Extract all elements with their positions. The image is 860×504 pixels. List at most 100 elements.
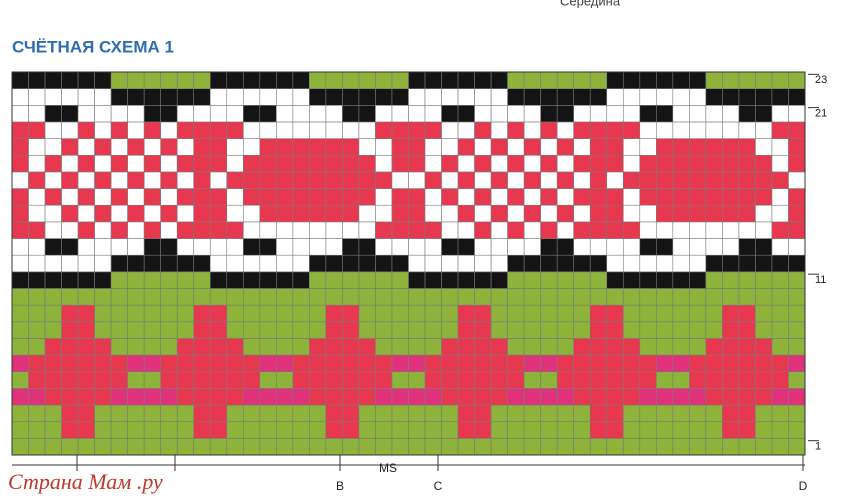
- stitch-cell: [209, 338, 228, 356]
- stitch-cell: [474, 188, 492, 206]
- stitch-cell: [209, 388, 228, 406]
- stitch-cell: [391, 321, 409, 339]
- stitch-cell: [755, 304, 773, 323]
- stitch-cell: [127, 154, 145, 173]
- stitch-cell: [771, 171, 789, 189]
- stitch-cell: [110, 288, 128, 306]
- stitch-cell: [523, 321, 541, 339]
- stitch-cell: [523, 71, 541, 89]
- stitch-cell: [639, 238, 657, 256]
- stitch-cell: [490, 354, 508, 373]
- stitch-cell: [589, 138, 608, 156]
- stitch-cell: [77, 88, 95, 106]
- stitch-cell: [722, 121, 740, 139]
- stitch-cell: [226, 288, 244, 306]
- stitch-cell: [705, 254, 723, 273]
- stitch-cell: [474, 354, 492, 373]
- stitch-cell: [672, 354, 690, 373]
- stitch-cell: [589, 71, 608, 89]
- stitch-cell: [176, 254, 195, 273]
- stitch-cell: [259, 105, 277, 123]
- stitch-cell: [375, 138, 393, 156]
- stitch-cell: [44, 388, 62, 406]
- stitch-cell: [94, 271, 112, 289]
- stitch-cell: [259, 338, 277, 356]
- stitch-cell: [424, 138, 442, 156]
- stitch-cell: [44, 321, 62, 339]
- stitch-cell: [573, 371, 591, 389]
- stitch-cell: [276, 421, 294, 439]
- stitch-cell: [722, 105, 740, 123]
- stitch-cell: [507, 404, 525, 422]
- stitch-cell: [490, 321, 508, 339]
- stitch-cell: [457, 421, 475, 439]
- stitch-cell: [292, 338, 310, 356]
- stitch-cell: [242, 438, 261, 456]
- stitch-cell: [474, 121, 492, 139]
- stitch-cell: [11, 354, 29, 373]
- stitch-cell: [77, 438, 95, 456]
- row-label: 1: [815, 441, 821, 453]
- stitch-cell: [259, 271, 277, 289]
- stitch-cell: [325, 154, 343, 173]
- stitch-cell: [11, 188, 29, 206]
- stitch-cell: [11, 288, 29, 306]
- stitch-cell: [441, 171, 459, 189]
- stitch-cell: [408, 138, 426, 156]
- stitch-cell: [160, 371, 178, 389]
- stitch-cell: [540, 154, 558, 173]
- stitch-cell: [738, 321, 756, 339]
- stitch-cell: [639, 188, 657, 206]
- stitch-cell: [523, 304, 541, 323]
- stitch-cell: [540, 204, 558, 223]
- stitch-cell: [556, 138, 575, 156]
- stitch-cell: [209, 88, 228, 106]
- stitch-cell: [457, 388, 475, 406]
- stitch-cell: [242, 338, 261, 356]
- stitch-cell: [160, 204, 178, 223]
- stitch-cell: [193, 238, 211, 256]
- stitch-cell: [523, 204, 541, 223]
- stitch-cell: [28, 88, 46, 106]
- stitch-cell: [722, 288, 740, 306]
- stitch-cell: [342, 154, 360, 173]
- stitch-cell: [143, 271, 161, 289]
- stitch-cell: [788, 238, 806, 256]
- stitch-cell: [209, 188, 228, 206]
- stitch-cell: [375, 188, 393, 206]
- stitch-cell: [738, 254, 756, 273]
- stitch-cell: [325, 338, 343, 356]
- stitch-cell: [94, 321, 112, 339]
- stitch-cell: [556, 188, 575, 206]
- stitch-cell: [11, 138, 29, 156]
- stitch-cell: [375, 271, 393, 289]
- stitch-cell: [689, 188, 707, 206]
- stitch-cell: [622, 105, 641, 123]
- stitch-cell: [672, 304, 690, 323]
- stitch-cell: [391, 154, 409, 173]
- stitch-cell: [573, 88, 591, 106]
- stitch-cell: [573, 105, 591, 123]
- stitch-cell: [127, 88, 145, 106]
- stitch-cell: [276, 204, 294, 223]
- stitch-cell: [259, 238, 277, 256]
- stitch-cell: [523, 238, 541, 256]
- stitch-cell: [375, 88, 393, 106]
- stitch-cell: [77, 204, 95, 223]
- stitch-cell: [375, 254, 393, 273]
- stitch-cell: [209, 221, 228, 239]
- stitch-cell: [441, 354, 459, 373]
- stitch-cell: [540, 254, 558, 273]
- stitch-cell: [110, 438, 128, 456]
- stitch-cell: [325, 288, 343, 306]
- stitch-cell: [292, 188, 310, 206]
- stitch-cell: [490, 421, 508, 439]
- stitch-cell: [523, 121, 541, 139]
- stitch-cell: [309, 221, 327, 239]
- stitch-cell: [689, 88, 707, 106]
- stitch-cell: [358, 388, 376, 406]
- stitch-cell: [755, 438, 773, 456]
- stitch-cell: [408, 321, 426, 339]
- stitch-cell: [110, 105, 128, 123]
- stitch-cell: [358, 271, 376, 289]
